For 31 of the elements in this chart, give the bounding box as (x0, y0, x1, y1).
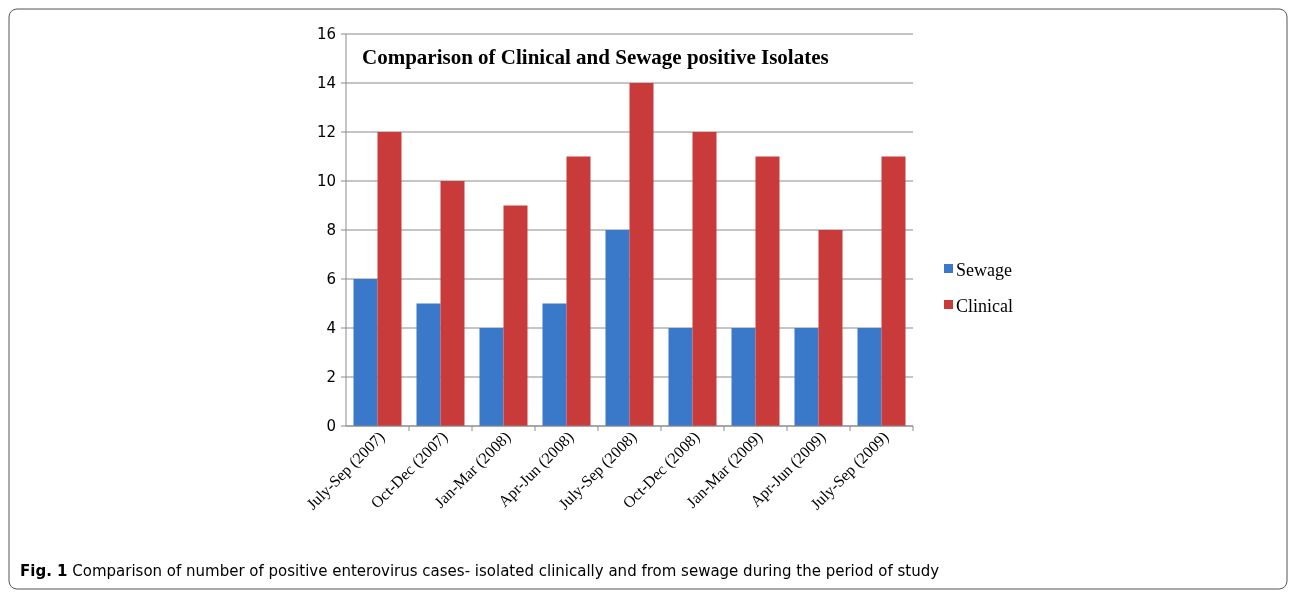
y-tick-label: 2 (326, 368, 336, 387)
y-tick-label: 6 (326, 270, 336, 289)
y-tick-label: 10 (316, 172, 336, 191)
bar (857, 328, 882, 426)
y-tick-label: 0 (326, 417, 336, 436)
bar (731, 328, 756, 426)
y-tick-label: 14 (316, 74, 336, 93)
y-tick-label: 12 (316, 123, 336, 142)
bar (881, 156, 906, 426)
bar (692, 132, 717, 426)
bar (755, 156, 780, 426)
y-tick-label: 16 (316, 25, 336, 44)
y-tick-label: 8 (326, 221, 336, 240)
bar (566, 156, 591, 426)
text: Comparison of Clinical and Sewage positive Isolates (362, 45, 829, 69)
bar (542, 303, 567, 426)
bar (794, 328, 819, 426)
bar (605, 230, 630, 426)
bar (353, 279, 378, 426)
bar (479, 328, 504, 426)
bar (440, 181, 465, 426)
bar (503, 205, 528, 426)
legend-label: Sewage (956, 260, 1012, 281)
bar (668, 328, 693, 426)
bar (416, 303, 441, 426)
y-tick-label: 4 (326, 319, 336, 338)
legend-label: Clinical (956, 296, 1013, 317)
bar (629, 83, 654, 426)
caption: Fig. 1 Comparison of number of positive enterovirus cases- isolated clinically and from sewage during the period of study (20, 562, 940, 580)
bar (818, 230, 843, 426)
bar (377, 132, 402, 426)
